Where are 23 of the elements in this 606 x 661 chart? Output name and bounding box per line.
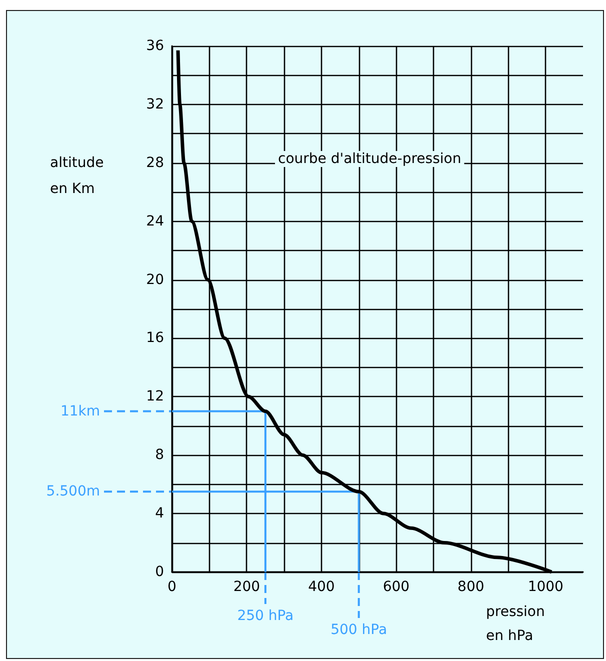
- text: 500 hPa: [330, 622, 388, 638]
- y-tick-label: 4: [155, 506, 164, 522]
- y-tick-label: 0: [155, 564, 164, 580]
- text: 250 hPa: [237, 608, 294, 624]
- y-tick-label: 16: [146, 330, 164, 346]
- y-tick-label: 36: [146, 38, 164, 54]
- y-tick-label: 28: [146, 154, 164, 171]
- x-axis-title: pression en hPa: [486, 604, 550, 644]
- y-tick-label: 12: [146, 388, 164, 405]
- y-tick-label: 32: [146, 96, 164, 112]
- x-tick-label: 200: [233, 579, 260, 595]
- y-tick-label: 20: [146, 272, 164, 288]
- y-tick-label: 24: [146, 213, 164, 230]
- x-tick-label: 400: [308, 579, 335, 595]
- x-tick-label: 800: [458, 579, 484, 595]
- y-axis-title: altitude en Km: [50, 155, 108, 197]
- y-tick-label: 8: [155, 447, 164, 464]
- x-tick-label: 1000: [528, 579, 564, 595]
- text: 5.500m: [46, 484, 100, 500]
- text: 11km: [60, 403, 100, 420]
- x-tick-label: 600: [382, 579, 410, 595]
- text: courbe d'altitude-pression: [278, 151, 462, 167]
- x-tick-label: 0: [168, 579, 176, 595]
